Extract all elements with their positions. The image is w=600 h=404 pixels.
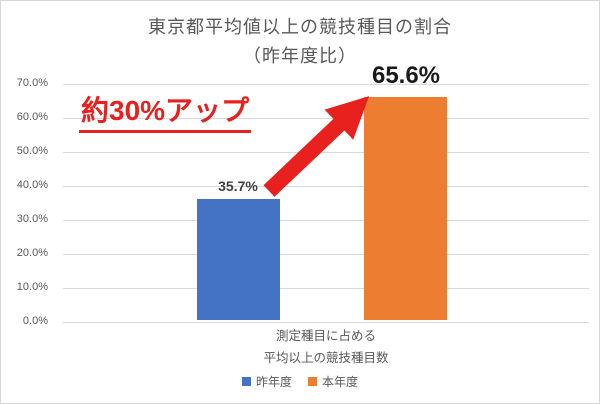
chart-subtitle: （昨年度比） <box>243 46 357 66</box>
gridline <box>63 152 589 153</box>
gridline <box>63 186 589 187</box>
bar-last-year <box>197 198 280 320</box>
legend-label-this-year: 本年度 <box>322 375 359 389</box>
gridline <box>63 84 589 85</box>
category-axis-label-line1: 測定種目に占める <box>275 329 376 343</box>
y-tick-label: 10.0% <box>16 281 48 293</box>
legend-item-this-year: 本年度 <box>308 373 358 390</box>
y-tick-label: 0.0% <box>22 315 48 327</box>
y-tick-label: 40.0% <box>16 179 48 191</box>
gridline <box>63 322 589 323</box>
category-axis-label-line2: 平均以上の競技種目数 <box>263 351 389 365</box>
annotation-increase-text: 約30%アップ <box>79 95 252 133</box>
category-axis-label: 測定種目に占める 平均以上の競技種目数 <box>63 325 589 369</box>
legend-label-last-year: 昨年度 <box>255 375 292 389</box>
legend-item-last-year: 昨年度 <box>241 373 292 390</box>
gridline <box>63 254 589 255</box>
data-label-this-year: 65.6% <box>371 61 441 89</box>
legend-swatch-this-year <box>308 377 317 386</box>
gridline <box>63 288 589 289</box>
y-tick-label: 50.0% <box>16 145 48 157</box>
y-tick-label: 30.0% <box>16 213 48 225</box>
legend-swatch-last-year <box>241 377 251 386</box>
chart-title: 東京都平均値以上の競技種目の割合 <box>148 17 452 37</box>
y-tick-label: 20.0% <box>16 247 48 259</box>
legend: 昨年度 本年度 <box>1 373 599 390</box>
y-tick-label: 60.0% <box>16 111 48 123</box>
data-label-last-year: 35.7% <box>218 177 258 194</box>
bar-this-year <box>364 96 447 320</box>
gridline <box>63 220 589 221</box>
y-tick-label: 70.0% <box>16 77 48 89</box>
